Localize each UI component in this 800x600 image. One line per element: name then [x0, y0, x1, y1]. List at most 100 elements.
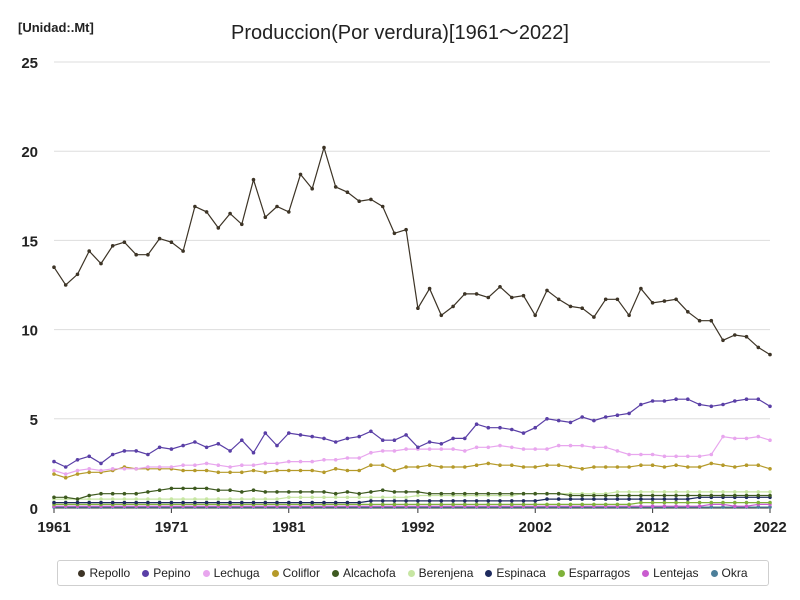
data-point-repollo-1991: [404, 227, 408, 232]
data-point-repollo-2001: [521, 293, 526, 298]
data-point-esparragos-2011: [639, 500, 643, 505]
series-line-esparragos: [54, 502, 770, 505]
data-point-esparragos-1989: [380, 502, 385, 507]
data-point-lechuga-2016: [697, 454, 702, 459]
data-point-alcachofa-2008: [603, 493, 608, 498]
data-point-repollo-1962: [63, 283, 68, 287]
data-point-coliflor-1989: [380, 463, 385, 468]
axes: [53, 507, 771, 513]
legend-marker: [407, 569, 415, 577]
data-point-berenjena-1966: [110, 497, 115, 501]
data-point-alcachofa-1998: [486, 491, 491, 496]
data-point-coliflor-2003: [545, 463, 549, 468]
data-point-lechuga-1988: [369, 450, 373, 455]
data-point-coliflor-1982: [298, 468, 303, 473]
data-point-lechuga-1979: [263, 461, 268, 466]
data-point-alcachofa-2000: [510, 491, 514, 496]
data-point-repollo-2008: [603, 297, 608, 302]
data-point-coliflor-2004: [556, 463, 561, 468]
data-point-alcachofa-2016: [697, 493, 702, 498]
data-point-coliflor-2013: [662, 465, 667, 469]
data-point-coliflor-1994: [439, 465, 444, 469]
data-point-esparragos-2020: [744, 500, 749, 505]
data-point-espinaca-2000: [510, 499, 514, 503]
data-point-alcachofa-1995: [451, 491, 455, 496]
data-point-lechuga-1991: [404, 447, 408, 451]
data-point-coliflor-2014: [674, 463, 678, 468]
data-point-lentejas-2011: [639, 504, 643, 509]
series-line-espinaca: [54, 496, 770, 504]
data-point-alcachofa-1971: [169, 486, 174, 491]
data-point-lechuga-1980: [275, 461, 279, 466]
data-point-coliflor-2021: [756, 463, 761, 468]
data-point-berenjena-1974: [204, 497, 209, 501]
data-point-coliflor-1976: [228, 470, 232, 475]
data-point-coliflor-1961: [52, 472, 56, 476]
data-point-pepino-2020: [744, 397, 749, 402]
data-point-pepino-1986: [345, 436, 350, 441]
data-point-coliflor-1998: [486, 461, 491, 466]
data-point-espinaca-1979: [263, 500, 268, 505]
data-point-espinaca-1999: [498, 499, 502, 503]
data-point-alcachofa-2001: [521, 491, 526, 496]
series-points-alcachofa: [52, 486, 772, 501]
series-line-berenjena: [54, 491, 770, 500]
data-point-berenjena-1970: [157, 497, 162, 501]
data-point-espinaca-2015: [686, 497, 690, 501]
y-tick-label: 20: [21, 144, 38, 161]
series-line-pepino: [53, 398, 771, 468]
data-point-espinaca-1997: [474, 499, 479, 503]
data-point-lentejas-2019: [733, 504, 737, 509]
legend-item-lentejas: Lentejas: [642, 566, 699, 580]
data-point-repollo-1985: [333, 185, 338, 189]
data-point-esparragos-2012: [650, 500, 655, 505]
data-point-lechuga-2006: [580, 443, 584, 448]
data-point-repollo-1976: [228, 211, 232, 216]
data-point-repollo-2015: [686, 310, 690, 314]
data-point-espinaca-1986: [345, 500, 350, 505]
data-point-berenjena-1988: [369, 495, 373, 500]
tick-labels: 0 5 10 15 20 25 1961 1971 1981 1992 2002 2012 2022: [21, 55, 786, 536]
data-point-alcachofa-1989: [380, 488, 385, 493]
data-point-repollo-2022: [768, 352, 772, 357]
data-point-alcachofa-1999: [498, 491, 502, 496]
data-point-esparragos-1990: [392, 502, 397, 507]
data-point-berenjena-1971: [169, 497, 174, 501]
data-point-repollo-2016: [697, 318, 702, 323]
data-point-berenjena-1992: [416, 493, 420, 498]
series-points-espinaca: [52, 495, 772, 505]
data-point-berenjena-2013: [662, 490, 667, 494]
data-point-lechuga-2017: [709, 452, 714, 457]
data-point-pepino-2008: [603, 415, 608, 419]
legend-label: Esparragos: [568, 566, 631, 580]
data-point-alcachofa-1982: [298, 490, 303, 494]
data-point-repollo-1961: [52, 265, 56, 270]
data-point-repollo-1980: [275, 204, 279, 209]
data-point-coliflor-2007: [592, 465, 596, 469]
data-point-coliflor-2015: [686, 465, 690, 469]
data-point-esparragos-2021: [756, 500, 761, 505]
data-point-repollo-2010: [627, 313, 631, 318]
data-point-pepino-2011: [639, 402, 643, 407]
data-point-alcachofa-1980: [275, 490, 279, 494]
data-point-pepino-1979: [263, 431, 268, 435]
data-point-coliflor-2000: [510, 463, 514, 468]
data-point-pepino-1999: [498, 425, 502, 430]
data-point-coliflor-2012: [650, 463, 655, 468]
data-point-esparragos-2022: [768, 500, 772, 505]
data-point-espinaca-2003: [545, 497, 549, 501]
data-point-lechuga-2021: [756, 434, 761, 439]
data-point-repollo-2019: [733, 333, 737, 337]
data-point-pepino-2019: [733, 399, 737, 403]
data-point-repollo-1969: [146, 252, 150, 257]
data-point-espinaca-1970: [157, 500, 162, 505]
data-point-esparragos-2001: [521, 502, 526, 507]
data-point-coliflor-2019: [733, 465, 737, 469]
data-point-pepino-2016: [697, 402, 702, 407]
data-point-berenjena-2018: [721, 490, 725, 494]
data-point-alcachofa-1977: [240, 490, 244, 494]
data-point-lechuga-2009: [615, 449, 620, 453]
data-point-espinaca-2008: [603, 497, 608, 501]
data-point-coliflor-1986: [345, 468, 350, 473]
